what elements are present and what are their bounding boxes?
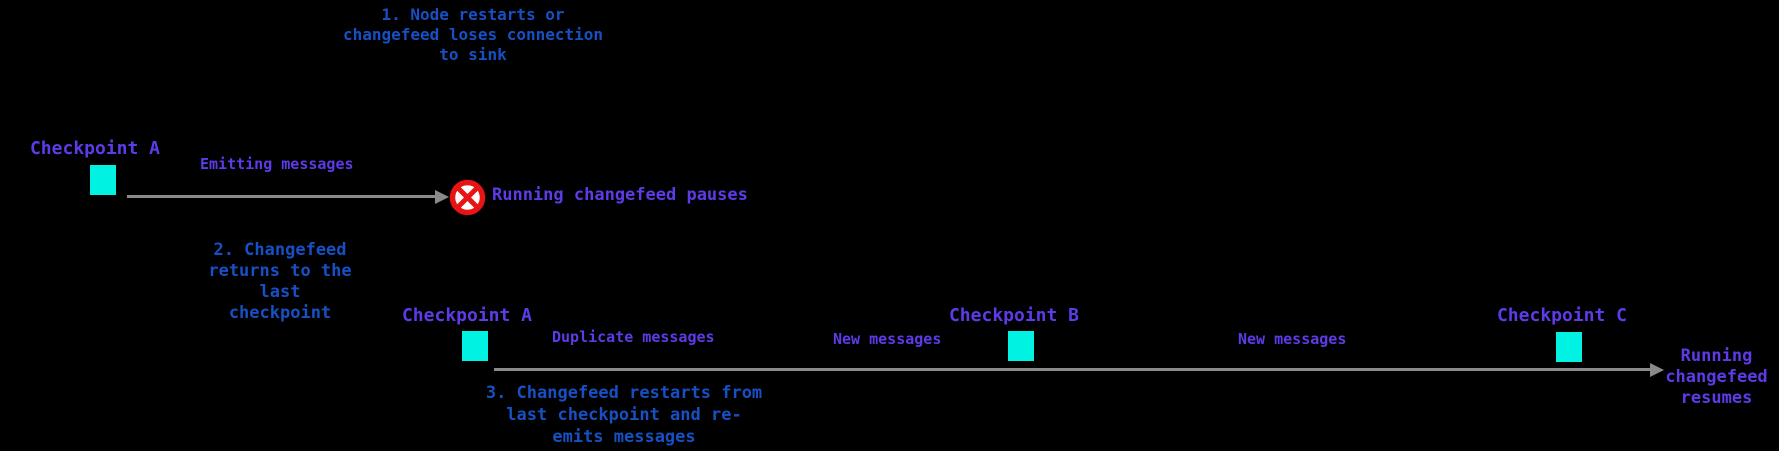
step3-note-line: last checkpoint and re- <box>506 405 742 425</box>
checkpoint-b-label: Checkpoint B <box>948 305 1080 326</box>
timeline-before-arrowhead <box>435 190 449 204</box>
checkpoint-b-marker <box>1008 331 1034 361</box>
resume-label-line: resumes <box>1680 388 1753 408</box>
step1-note-line: to sink <box>439 45 507 64</box>
cancel-circle-icon <box>449 179 486 216</box>
timeline-after-arrow-line <box>494 368 1650 371</box>
step2-note: 2. Changefeed returns to the last checkp… <box>160 240 400 324</box>
step1-note-line: changefeed loses connection <box>342 25 604 44</box>
step2-note-line: last <box>259 282 301 302</box>
new-messages-label-1: New messages <box>833 330 942 348</box>
emitting-messages-label: Emitting messages <box>200 155 354 173</box>
running-changefeed-pauses-label: Running changefeed pauses <box>492 185 748 205</box>
resume-label-line: changefeed <box>1665 367 1768 387</box>
step3-note-line: emits messages <box>552 427 696 447</box>
step1-note-line: 1. Node restarts or <box>381 5 565 24</box>
checkpoint-c-marker <box>1556 332 1582 362</box>
step2-note-line: checkpoint <box>228 303 332 323</box>
checkpoint-c-label: Checkpoint C <box>1496 305 1628 326</box>
duplicate-messages-label: Duplicate messages <box>552 328 715 346</box>
checkpoint-a-marker-before <box>90 165 116 195</box>
step1-note: 1. Node restarts or changefeed loses con… <box>293 5 653 65</box>
timeline-before-arrow-line <box>127 195 435 198</box>
step2-note-line: 2. Changefeed <box>213 240 347 260</box>
step3-note: 3. Changefeed restarts from last checkpo… <box>454 382 794 448</box>
checkpoint-a-label-after: Checkpoint A <box>401 305 533 326</box>
new-messages-label-2: New messages <box>1238 330 1347 348</box>
timeline-after-arrowhead <box>1650 363 1664 377</box>
step3-note-line: 3. Changefeed restarts from <box>485 383 763 403</box>
checkpoint-a-label-before: Checkpoint A <box>29 138 161 159</box>
resume-label-line: Running <box>1680 346 1753 366</box>
checkpoint-a-marker-after <box>462 331 488 361</box>
running-changefeed-resumes-label: Running changefeed resumes <box>1646 346 1779 409</box>
step2-note-line: returns to the <box>208 261 352 281</box>
